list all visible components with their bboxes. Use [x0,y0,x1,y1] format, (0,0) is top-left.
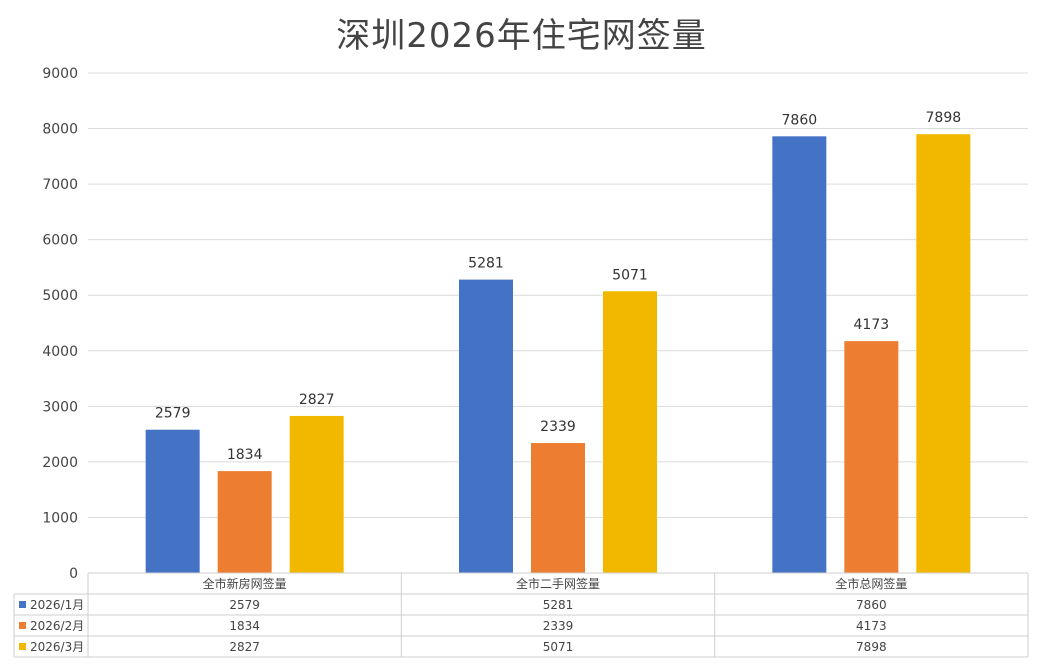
legend-swatch [19,622,26,629]
data-label: 5281 [468,256,504,272]
table-cell: 4173 [856,619,887,633]
data-label: 7898 [926,110,962,126]
chart-title: 深圳2026年住宅网签量 [336,16,707,56]
bar [217,471,272,573]
legend-label: 2026/1月 [30,598,84,612]
table-cell: 5281 [543,598,574,612]
bar [289,415,344,573]
y-tick-label: 2000 [42,455,78,471]
data-label: 1834 [227,447,263,463]
legend-label: 2026/3月 [30,640,84,654]
bar [459,279,513,573]
data-label: 2339 [540,419,576,435]
data-label: 5071 [612,267,648,283]
y-tick-label: 7000 [42,177,78,193]
table-cell: 7898 [856,640,887,654]
bar [531,443,585,573]
y-tick-label: 5000 [42,288,78,304]
y-tick-label: 9000 [42,66,78,82]
y-tick-label: 8000 [42,122,78,138]
category-label: 全市二手网签量 [516,576,600,591]
bar [844,341,899,573]
table-cell: 2579 [229,598,260,612]
bar [603,291,657,573]
table-cell: 2827 [229,640,260,654]
data-label: 2827 [299,392,335,408]
data-label: 4173 [854,317,890,333]
y-tick-label: 1000 [42,510,78,526]
bar [145,429,200,573]
table-cell: 7860 [856,598,887,612]
y-tick-label: 4000 [42,344,78,360]
bar [916,134,971,573]
table-cell: 2339 [543,619,574,633]
legend-label: 2026/2月 [30,619,84,633]
data-label: 7860 [782,112,818,128]
bar [772,136,827,574]
y-tick-label: 3000 [42,399,78,415]
data-label: 2579 [155,406,191,422]
y-tick-label: 6000 [42,233,78,249]
table-cell: 1834 [229,619,260,633]
category-label: 全市总网签量 [835,576,907,591]
category-label: 全市新房网签量 [203,576,287,591]
table-cell: 5071 [543,640,574,654]
y-tick-label: 0 [69,566,78,582]
legend-swatch [19,601,26,608]
legend-swatch [19,643,26,650]
